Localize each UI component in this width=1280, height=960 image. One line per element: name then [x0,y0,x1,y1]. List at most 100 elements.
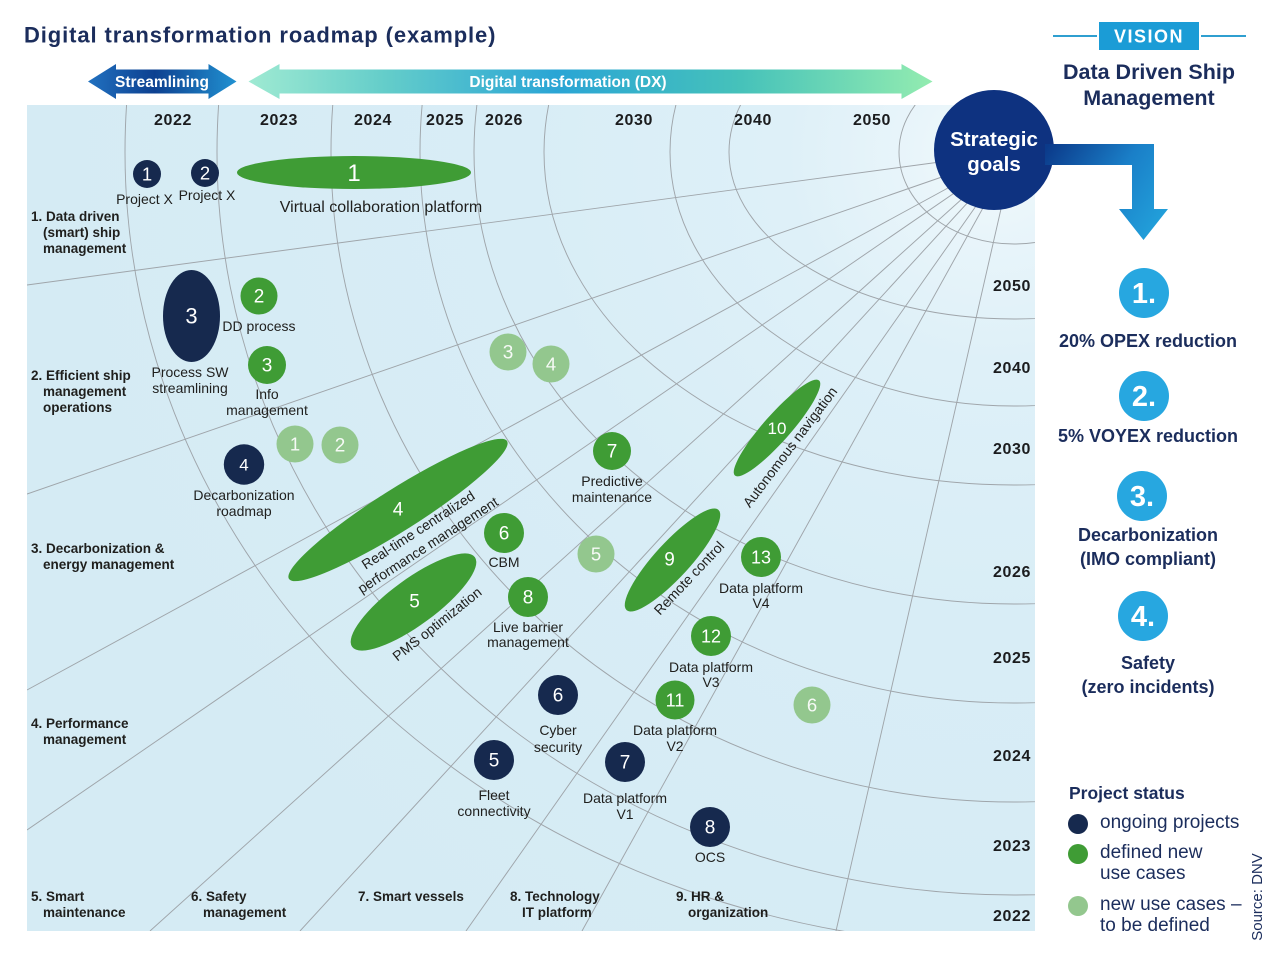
svg-text:6: 6 [553,686,564,707]
svg-text:roadmap: roadmap [216,503,271,519]
svg-text:Decarbonization: Decarbonization [193,487,294,503]
svg-text:2023: 2023 [993,838,1031,855]
svg-text:Live barrier: Live barrier [493,619,563,635]
svg-text:connectivity: connectivity [457,803,530,819]
svg-text:new use cases –: new use cases – [1100,894,1242,915]
svg-text:5. Smart: 5. Smart [31,889,85,904]
svg-text:2: 2 [335,436,346,457]
svg-text:management: management [43,732,127,747]
svg-text:DD process: DD process [222,318,295,334]
svg-text:Digital transformation roadmap: Digital transformation roadmap (example) [24,23,496,48]
svg-text:Management: Management [1083,86,1214,110]
svg-text:maintenance: maintenance [572,489,652,505]
svg-text:CBM: CBM [488,554,519,570]
svg-text:20% OPEX reduction: 20% OPEX reduction [1059,331,1237,351]
svg-text:Virtual collaboration platform: Virtual collaboration platform [280,199,482,216]
svg-text:2023: 2023 [260,112,298,129]
svg-text:Data Driven Ship: Data Driven Ship [1063,60,1235,84]
svg-text:4: 4 [393,500,404,521]
svg-text:1.: 1. [1132,278,1156,310]
svg-text:organization: organization [688,905,768,920]
svg-text:5% VOYEX reduction: 5% VOYEX reduction [1058,426,1238,446]
svg-text:Safety: Safety [1121,653,1175,673]
svg-text:6. Safety: 6. Safety [191,889,247,904]
svg-text:Source: DNV: Source: DNV [1249,853,1266,941]
svg-text:management: management [487,634,569,650]
svg-text:3: 3 [262,356,273,377]
svg-text:2: 2 [254,287,265,308]
svg-text:3: 3 [185,304,197,329]
svg-text:operations: operations [43,400,112,415]
svg-text:3.: 3. [1130,481,1154,513]
svg-text:2022: 2022 [154,112,192,129]
svg-text:Decarbonization: Decarbonization [1078,525,1218,545]
svg-text:2040: 2040 [993,360,1031,377]
svg-text:Digital transformation (DX): Digital transformation (DX) [469,74,666,91]
svg-text:1: 1 [347,160,360,187]
svg-text:goals: goals [967,153,1021,176]
svg-text:2022: 2022 [993,908,1031,925]
svg-text:management: management [43,241,127,256]
svg-text:9: 9 [664,550,675,571]
svg-text:Project status: Project status [1069,783,1185,803]
svg-text:maintenance: maintenance [43,905,126,920]
svg-text:Process SW: Process SW [151,364,229,380]
svg-text:2025: 2025 [993,650,1031,667]
svg-text:5: 5 [591,544,601,565]
svg-text:to be defined: to be defined [1100,915,1210,936]
svg-text:VISION: VISION [1114,27,1184,47]
svg-text:10: 10 [768,419,787,438]
svg-text:Project X: Project X [116,191,173,207]
svg-text:Data platform: Data platform [719,580,803,596]
svg-text:2026: 2026 [485,112,523,129]
svg-text:5: 5 [409,592,420,613]
svg-text:3: 3 [503,343,514,364]
svg-text:7: 7 [620,753,631,774]
svg-text:4. Performance: 4. Performance [31,716,129,731]
svg-text:2.: 2. [1132,381,1156,413]
svg-text:2040: 2040 [734,112,772,129]
svg-text:IT platform: IT platform [522,905,592,920]
svg-text:Cyber: Cyber [539,722,577,738]
svg-text:2025: 2025 [426,112,464,129]
svg-text:5: 5 [489,751,500,772]
svg-text:4: 4 [546,354,556,375]
svg-text:defined new: defined new [1100,842,1203,863]
svg-text:streamlining: streamlining [152,380,227,396]
svg-text:(smart) ship: (smart) ship [43,225,120,240]
svg-text:management: management [43,384,127,399]
svg-text:Fleet: Fleet [478,787,509,803]
svg-text:Predictive: Predictive [581,473,643,489]
svg-text:use cases: use cases [1100,863,1186,884]
svg-text:6: 6 [807,695,817,716]
svg-text:1: 1 [142,164,152,185]
svg-text:OCS: OCS [695,849,725,865]
svg-text:9. HR &: 9. HR & [676,889,724,904]
svg-text:2. Efficient ship: 2. Efficient ship [31,368,131,383]
svg-text:2026: 2026 [993,564,1031,581]
svg-text:2030: 2030 [615,112,653,129]
svg-text:8: 8 [705,818,716,839]
svg-text:V2: V2 [666,738,683,754]
svg-text:4: 4 [239,456,248,475]
svg-text:2024: 2024 [993,748,1031,765]
svg-text:1. Data driven: 1. Data driven [31,209,120,224]
svg-text:energy management: energy management [43,557,175,572]
svg-text:V4: V4 [752,595,769,611]
svg-text:Strategic: Strategic [950,128,1038,151]
svg-text:Data platform: Data platform [583,790,667,806]
svg-text:8: 8 [523,588,534,609]
svg-text:1: 1 [290,434,300,455]
svg-text:2050: 2050 [993,278,1031,295]
svg-text:Streamlining: Streamlining [115,74,209,91]
svg-text:6: 6 [499,524,510,545]
svg-text:management: management [226,402,308,418]
svg-text:Data platform: Data platform [633,722,717,738]
svg-text:Info: Info [255,386,279,402]
svg-text:11: 11 [666,690,685,710]
svg-text:V3: V3 [702,674,719,690]
svg-text:13: 13 [751,547,771,567]
svg-text:management: management [203,905,287,920]
svg-text:Data platform: Data platform [669,659,753,675]
svg-text:(IMO compliant): (IMO compliant) [1080,549,1216,569]
